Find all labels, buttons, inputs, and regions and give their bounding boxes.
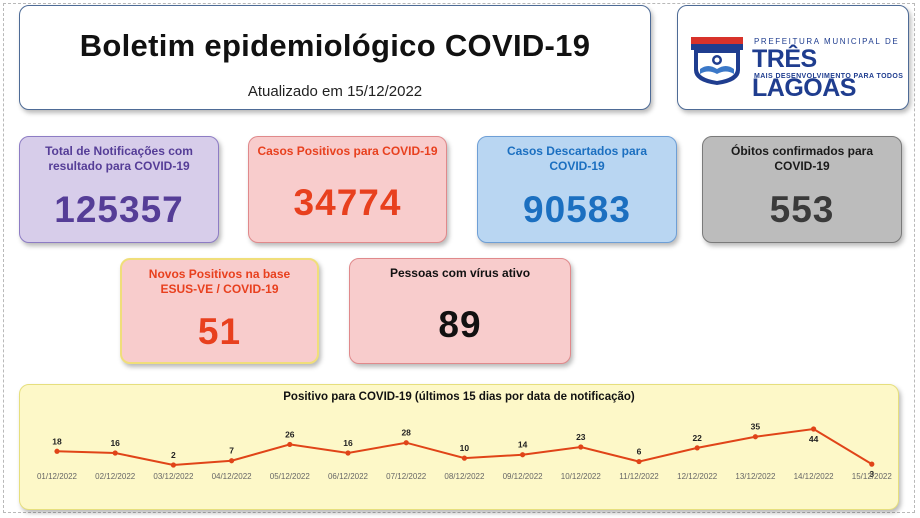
x-tick-label: 14/12/2022 (794, 472, 835, 481)
updated-date: Atualizado em 15/12/2022 (247, 83, 423, 100)
stat-ativos-label: Pessoas com vírus ativo (389, 266, 531, 280)
data-label: 35 (751, 422, 761, 432)
data-label: 16 (343, 438, 353, 448)
positive-cases-line-chart: 18 01/12/2022 16 02/12/2022 2 03/12/2022 7 04/1… (37, 422, 893, 481)
data-point (636, 458, 642, 465)
data-point (112, 450, 118, 456)
x-tick-label: 13/12/2022 (735, 472, 776, 481)
data-point (520, 452, 526, 458)
stat-card-novos: Novos Positivos na base ESUS-VE / COVID-… (120, 258, 319, 364)
x-tick-label: 06/12/2022 (328, 472, 369, 481)
logo-prefeitura: PREFEITURA MUNICIPAL DE (754, 37, 900, 46)
x-tick-label: 02/12/2022 (95, 472, 136, 481)
stat-card-total: Total de Notificações com resultado para… (19, 136, 219, 243)
data-label: 2 (171, 450, 176, 460)
data-point (170, 462, 176, 468)
stat-card-obitos: Óbitos confirmados para COVID-19 553 (702, 136, 902, 243)
x-tick-label: 10/12/2022 (561, 472, 602, 481)
data-label: 16 (110, 438, 120, 448)
logo-card: PREFEITURA MUNICIPAL DE TRÊS LAGOAS MAIS… (677, 5, 909, 110)
stat-positivos-value: 34774 (293, 182, 402, 223)
x-tick-label: 07/12/2022 (386, 472, 427, 481)
data-label: 22 (692, 433, 702, 443)
stat-card-descartados: Casos Descartados para COVID-19 90583 (477, 136, 677, 243)
data-point (54, 448, 60, 454)
data-point (287, 441, 293, 448)
data-point (811, 426, 817, 432)
data-label: 6 (637, 447, 642, 457)
data-label: 7 (229, 446, 234, 456)
stat-card-ativos: Pessoas com vírus ativo 89 (349, 258, 571, 364)
data-label: 44 (809, 434, 819, 444)
data-point (229, 458, 235, 464)
x-tick-label: 09/12/2022 (503, 472, 544, 481)
stat-novos-label: Novos Positivos na base ESUS-VE / COVID-… (148, 267, 291, 296)
stat-positivos-label: Casos Positivos para COVID-19 (257, 144, 438, 158)
city-crest-icon (691, 37, 743, 85)
logo-city-name: TRÊS LAGOAS (752, 45, 856, 102)
stat-obitos-label: Óbitos confirmados para COVID-19 (730, 144, 874, 173)
data-label: 18 (52, 436, 62, 446)
data-point (403, 440, 409, 446)
title-card: Boletim epidemiológico COVID-19 Atualiza… (19, 5, 651, 110)
stat-card-positivos: Casos Positivos para COVID-19 34774 (248, 136, 447, 243)
data-point (752, 434, 759, 440)
data-point (869, 461, 875, 467)
stat-total-value: 125357 (54, 189, 184, 230)
x-tick-label: 05/12/2022 (270, 472, 311, 481)
stat-total-label: Total de Notificações com resultado para… (45, 144, 193, 173)
stat-ativos-value: 89 (438, 304, 482, 345)
data-label: 28 (401, 428, 411, 438)
data-label: 3 (869, 469, 874, 479)
chart-card: Positivo para COVID-19 (últimos 15 dias … (19, 384, 899, 510)
data-point (578, 444, 584, 450)
x-tick-label: 08/12/2022 (444, 472, 485, 481)
chart-title: Positivo para COVID-19 (últimos 15 dias … (283, 391, 635, 403)
data-label: 26 (285, 429, 295, 439)
data-point (461, 455, 467, 461)
stat-descartados-label: Casos Descartados para COVID-19 (506, 144, 648, 173)
stat-descartados-value: 90583 (523, 189, 631, 230)
x-tick-label: 03/12/2022 (153, 472, 194, 481)
data-label: 10 (460, 443, 470, 453)
x-tick-label: 04/12/2022 (212, 472, 253, 481)
page-title: Boletim epidemiológico COVID-19 (79, 28, 591, 63)
x-tick-label: 11/12/2022 (619, 472, 659, 481)
data-point (694, 445, 700, 451)
x-tick-label: 01/12/2022 (37, 472, 78, 481)
stat-novos-value: 51 (197, 311, 242, 352)
data-label: 14 (518, 440, 528, 450)
x-tick-label: 15/12/2022 (852, 472, 893, 481)
data-label: 23 (576, 432, 586, 442)
data-point (345, 450, 351, 456)
logo-slogan: MAIS DESENVOLVIMENTO PARA TODOS (754, 73, 904, 80)
page-frame (3, 3, 915, 513)
stat-obitos-value: 553 (769, 189, 835, 230)
x-tick-label: 12/12/2022 (677, 472, 718, 481)
